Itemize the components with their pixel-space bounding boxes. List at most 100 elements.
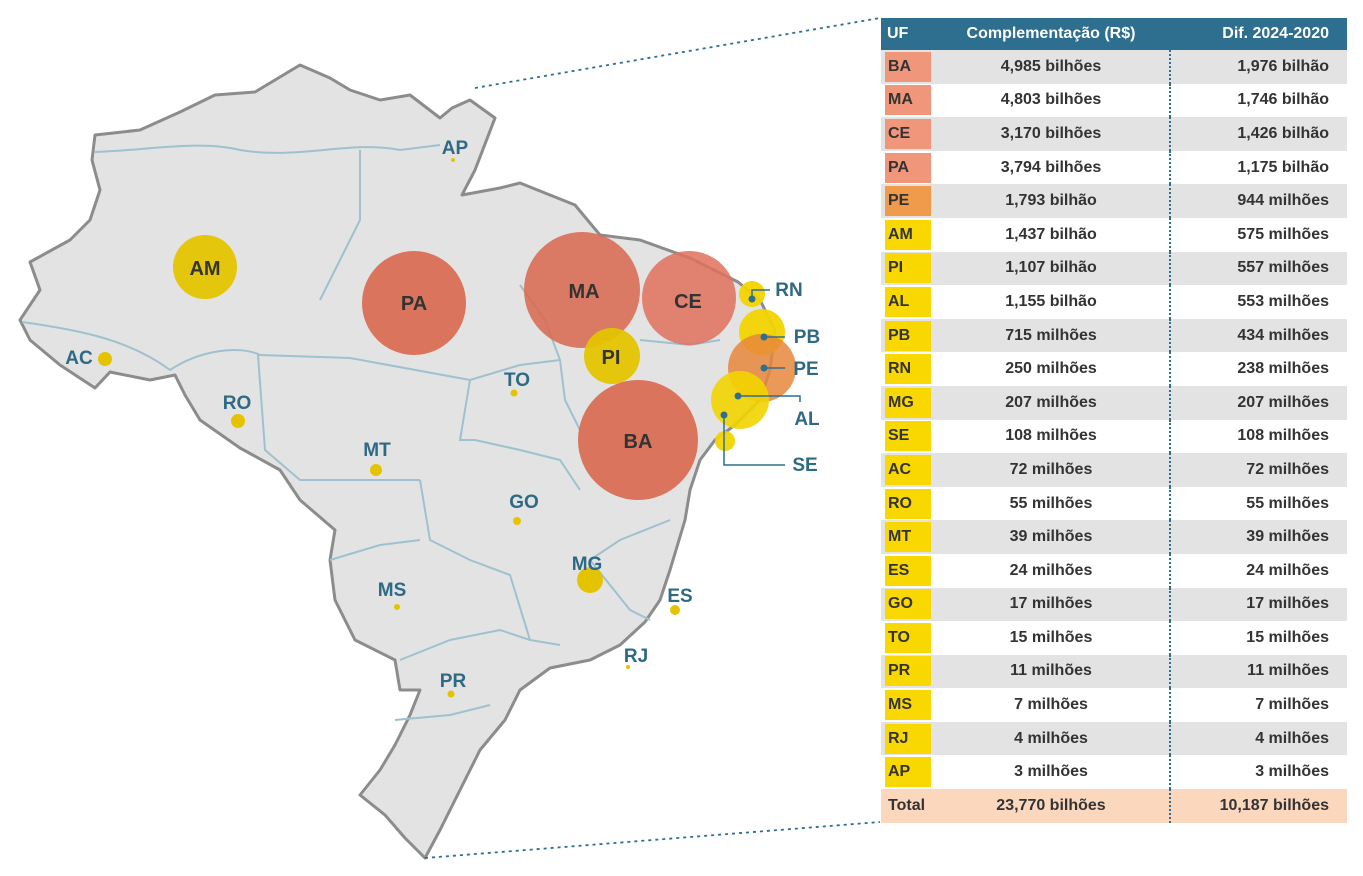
- uf-badge: MS: [885, 690, 931, 721]
- uf-badge: PI: [885, 253, 931, 284]
- bubble-pa: [362, 251, 466, 355]
- cell-dif: 434 milhões: [1169, 318, 1347, 353]
- cell-dif: 1,746 bilhão: [1169, 83, 1347, 118]
- uf-badge: PE: [885, 186, 931, 217]
- uf-badge: BA: [885, 51, 931, 82]
- table-row: MS 7 milhões 7 milhões: [881, 688, 1347, 722]
- label-ba: BA: [624, 431, 653, 453]
- cell-uf: PI: [881, 251, 933, 286]
- table-row: ES 24 milhões 24 milhões: [881, 553, 1347, 588]
- bubble-ma: [524, 232, 640, 348]
- cell-complementacao: 72 milhões: [933, 453, 1169, 487]
- cell-complementacao: 250 milhões: [933, 352, 1169, 386]
- cell-dif: 4 milhões: [1169, 721, 1347, 756]
- label-pa: PA: [401, 293, 427, 315]
- table-row: BA 4,985 bilhões 1,976 bilhão: [881, 50, 1347, 84]
- cell-uf: CE: [881, 117, 933, 151]
- cell-dif: 17 milhões: [1169, 587, 1347, 622]
- data-table-container: UF Complementação (R$) Dif. 2024-2020 BA…: [881, 18, 1347, 823]
- cell-dif: 1,426 bilhão: [1169, 117, 1347, 151]
- complementacao-table: UF Complementação (R$) Dif. 2024-2020 BA…: [881, 18, 1347, 823]
- table-row: CE 3,170 bilhões 1,426 bilhão: [881, 117, 1347, 151]
- cell-complementacao: 3 milhões: [933, 755, 1169, 790]
- table-body: BA 4,985 bilhões 1,976 bilhão MA 4,803 bilhõ…: [881, 50, 1347, 790]
- cell-complementacao: 4,803 bilhões: [933, 83, 1169, 118]
- cell-uf: MS: [881, 688, 933, 722]
- label-ce: CE: [674, 291, 702, 313]
- uf-badge: MT: [885, 522, 931, 553]
- bubble-se: [715, 431, 735, 451]
- cell-complementacao: 1,107 bilhão: [933, 251, 1169, 286]
- cell-complementacao: 4 milhões: [933, 721, 1169, 756]
- label-mg: MG: [572, 554, 603, 575]
- cell-dif: 55 milhões: [1169, 486, 1347, 521]
- cell-uf: MT: [881, 520, 933, 554]
- callout-dots: [720, 295, 768, 419]
- state-borders: [21, 144, 721, 721]
- cell-complementacao: 24 milhões: [933, 553, 1169, 588]
- table-row: PR 11 milhões 11 milhões: [881, 654, 1347, 689]
- cell-uf: RN: [881, 352, 933, 386]
- cell-uf: TO: [881, 621, 933, 655]
- label-mt: MT: [363, 440, 391, 461]
- cell-uf: AM: [881, 217, 933, 252]
- label-ms: MS: [378, 580, 407, 601]
- bubble-es: [670, 605, 680, 615]
- table-row: AL 1,155 bilhão 553 milhões: [881, 285, 1347, 319]
- connector-line-bottom: [424, 821, 880, 859]
- table-header-row: UF Complementação (R$) Dif. 2024-2020: [881, 18, 1347, 50]
- bubble-pr: [447, 690, 455, 698]
- header-complementacao: Complementação (R$): [933, 18, 1169, 50]
- uf-badge: RO: [885, 488, 931, 519]
- label-se: SE: [792, 455, 817, 476]
- cell-uf: PB: [881, 318, 933, 353]
- cell-uf: RJ: [881, 721, 933, 756]
- label-ap: AP: [442, 138, 469, 159]
- label-to: TO: [504, 370, 530, 391]
- bubble-pi: [584, 328, 640, 384]
- uf-badge: RN: [885, 354, 931, 385]
- cell-dif: 24 milhões: [1169, 553, 1347, 588]
- cell-complementacao: 39 milhões: [933, 520, 1169, 554]
- cell-dif: 575 milhões: [1169, 217, 1347, 252]
- cell-uf: RO: [881, 486, 933, 521]
- cell-dif: 11 milhões: [1169, 654, 1347, 689]
- label-al: AL: [794, 409, 820, 430]
- total-dif: 10,187 bilhões: [1169, 789, 1347, 823]
- cell-dif: 944 milhões: [1169, 184, 1347, 218]
- table-row: TO 15 milhões 15 milhões: [881, 621, 1347, 655]
- table-row: MA 4,803 bilhões 1,746 bilhão: [881, 83, 1347, 118]
- bubble-ro: [231, 414, 245, 428]
- bubble-rj: [626, 665, 630, 669]
- label-es: ES: [667, 586, 692, 607]
- uf-badge: AL: [885, 286, 931, 317]
- bubble-ms: [394, 604, 400, 610]
- total-comp: 23,770 bilhões: [933, 789, 1169, 823]
- brazil-map: AM PA MA CE PI BA AP AC RO MT TO GO MG M…: [18, 17, 880, 860]
- bubble-ce: [642, 251, 736, 345]
- uf-badge: GO: [885, 589, 931, 620]
- table-row: GO 17 milhões 17 milhões: [881, 587, 1347, 622]
- total-label: Total: [881, 789, 933, 823]
- uf-badge: PB: [885, 320, 931, 351]
- bubble-al: [711, 371, 769, 429]
- cell-dif: 557 milhões: [1169, 251, 1347, 286]
- cell-dif: 1,976 bilhão: [1169, 50, 1347, 84]
- uf-badge: CE: [885, 118, 931, 149]
- cell-complementacao: 55 milhões: [933, 486, 1169, 521]
- header-dif: Dif. 2024-2020: [1169, 18, 1347, 50]
- cell-uf: MG: [881, 385, 933, 420]
- cell-complementacao: 15 milhões: [933, 621, 1169, 655]
- table-row: PI 1,107 bilhão 557 milhões: [881, 251, 1347, 286]
- cell-dif: 72 milhões: [1169, 453, 1347, 487]
- bubble-to: [510, 389, 518, 397]
- table-row: PA 3,794 bilhões 1,175 bilhão: [881, 150, 1347, 185]
- bubble-am: [173, 235, 237, 299]
- cell-uf: ES: [881, 553, 933, 588]
- table-row: PB 715 milhões 434 milhões: [881, 318, 1347, 353]
- label-ma: MA: [568, 281, 599, 303]
- cell-dif: 108 milhões: [1169, 419, 1347, 454]
- cell-uf: AL: [881, 285, 933, 319]
- cell-uf: MA: [881, 83, 933, 118]
- cell-complementacao: 108 milhões: [933, 419, 1169, 454]
